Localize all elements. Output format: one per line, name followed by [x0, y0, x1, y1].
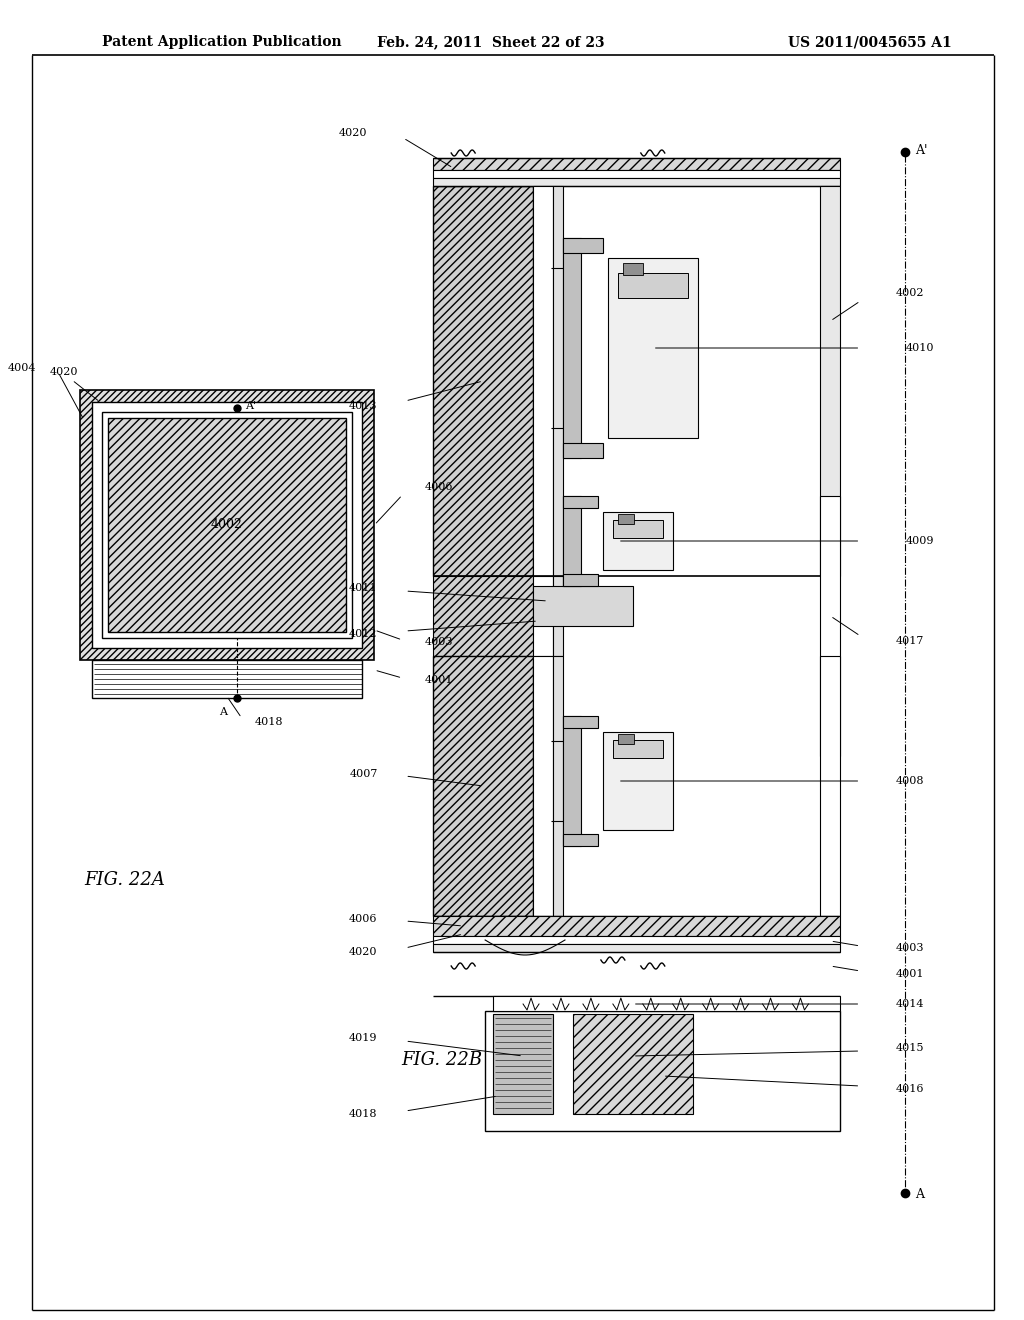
Bar — [563, 238, 581, 458]
Bar — [80, 389, 375, 660]
Text: 4004: 4004 — [7, 363, 36, 374]
Bar — [563, 834, 598, 846]
Text: A: A — [915, 1188, 925, 1201]
Text: 4020: 4020 — [49, 367, 78, 378]
Bar — [820, 496, 841, 756]
Text: 4020: 4020 — [339, 128, 368, 139]
Bar — [433, 944, 841, 952]
Bar — [563, 496, 581, 586]
Bar — [534, 586, 633, 626]
Bar — [820, 186, 841, 576]
Bar — [92, 403, 362, 648]
Bar — [563, 715, 581, 846]
Text: 4008: 4008 — [896, 776, 925, 785]
Bar — [563, 444, 603, 458]
Bar — [553, 576, 563, 656]
Bar — [494, 1014, 553, 1114]
Text: 4002: 4002 — [211, 519, 243, 532]
Text: 4003: 4003 — [424, 638, 453, 647]
Bar — [494, 997, 841, 1011]
Text: 4001: 4001 — [424, 675, 453, 685]
Bar — [553, 186, 563, 576]
Bar — [613, 520, 663, 539]
Text: 4020: 4020 — [349, 946, 378, 957]
Text: 4002: 4002 — [896, 288, 925, 298]
Bar — [563, 574, 598, 586]
Bar — [573, 1014, 692, 1114]
Text: 4006: 4006 — [424, 482, 453, 492]
Bar — [433, 656, 534, 916]
Bar — [433, 576, 534, 656]
Bar — [613, 741, 663, 758]
Text: A: A — [219, 708, 226, 717]
Text: 4011: 4011 — [349, 583, 378, 593]
Text: 4017: 4017 — [896, 636, 925, 645]
Text: FIG. 22A: FIG. 22A — [84, 871, 165, 888]
Text: FIG. 22B: FIG. 22B — [401, 1051, 482, 1069]
Bar — [433, 178, 841, 186]
Bar — [617, 513, 634, 524]
Bar — [563, 238, 603, 253]
Text: Patent Application Publication: Patent Application Publication — [102, 36, 342, 49]
Text: 4018: 4018 — [349, 1109, 378, 1119]
Bar — [433, 936, 841, 944]
Bar — [608, 257, 697, 438]
Text: 4003: 4003 — [896, 942, 925, 953]
Bar — [617, 734, 634, 744]
Bar — [820, 656, 841, 916]
Bar — [433, 916, 841, 936]
Bar — [553, 656, 563, 916]
Text: US 2011/0045655 A1: US 2011/0045655 A1 — [788, 36, 952, 49]
Text: 4007: 4007 — [349, 770, 378, 779]
Bar — [485, 1011, 841, 1131]
Text: A': A' — [915, 144, 928, 157]
Bar — [92, 660, 362, 698]
Bar — [433, 186, 534, 576]
Text: Feb. 24, 2011  Sheet 22 of 23: Feb. 24, 2011 Sheet 22 of 23 — [377, 36, 605, 49]
Bar — [433, 170, 841, 178]
Bar — [563, 715, 598, 729]
Bar — [603, 512, 673, 570]
Text: 4016: 4016 — [896, 1084, 925, 1094]
Bar — [603, 733, 673, 830]
Text: 4013: 4013 — [349, 401, 378, 411]
Text: 4019: 4019 — [349, 1034, 378, 1043]
Bar — [534, 656, 553, 916]
Text: A': A' — [245, 401, 256, 411]
Text: 4012: 4012 — [349, 630, 378, 639]
Bar — [108, 418, 346, 632]
Text: 4001: 4001 — [896, 969, 925, 979]
Text: 4014: 4014 — [896, 999, 925, 1008]
Text: 4010: 4010 — [906, 343, 935, 352]
Text: 4018: 4018 — [255, 717, 283, 727]
Text: 4009: 4009 — [906, 536, 935, 546]
Bar — [623, 263, 643, 275]
Text: 4006: 4006 — [349, 913, 378, 924]
Bar — [534, 576, 553, 656]
Text: 4015: 4015 — [896, 1043, 925, 1053]
Bar — [617, 273, 688, 298]
Bar — [534, 186, 553, 576]
Bar — [102, 412, 352, 638]
Bar — [563, 496, 598, 508]
Bar — [433, 158, 841, 170]
